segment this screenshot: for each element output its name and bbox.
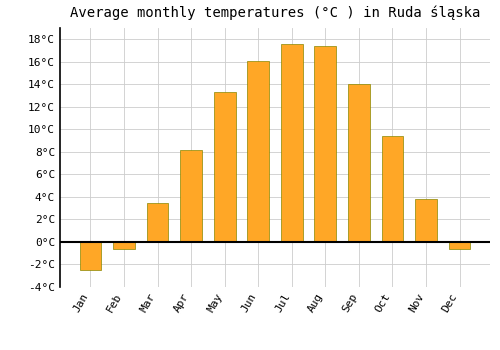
Bar	[415, 199, 437, 242]
Bar	[80, 242, 102, 270]
Bar	[314, 46, 336, 242]
Bar	[382, 136, 404, 242]
Bar	[146, 203, 169, 242]
Title: Average monthly temperatures (°C ) in Ruda śląska: Average monthly temperatures (°C ) in Ru…	[70, 5, 480, 20]
Bar	[248, 61, 269, 242]
Bar	[214, 92, 236, 242]
Bar	[281, 44, 302, 242]
Bar	[180, 149, 202, 242]
Bar	[113, 242, 135, 249]
Bar	[448, 242, 470, 249]
Bar	[348, 84, 370, 242]
